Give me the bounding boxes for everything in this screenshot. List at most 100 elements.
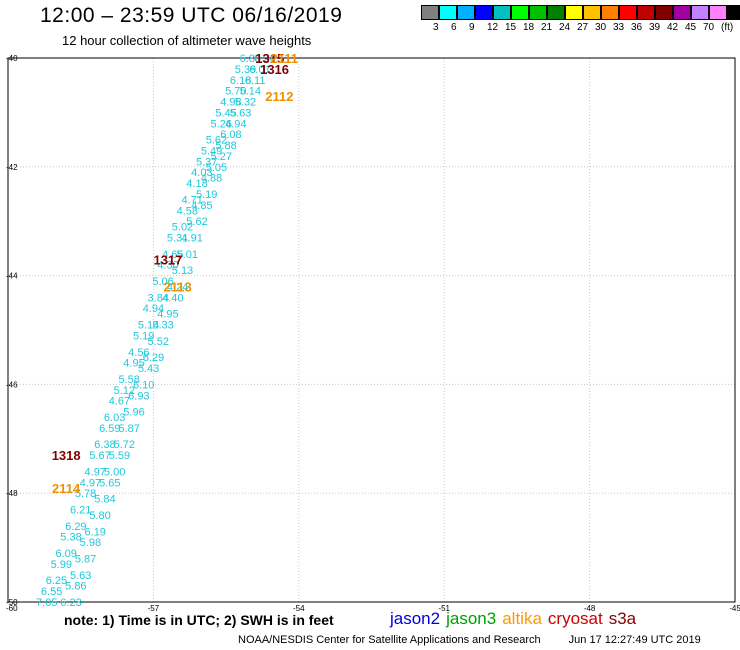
color-scale-label: 24 bbox=[559, 22, 571, 33]
swh-value: 6.09 bbox=[55, 548, 76, 560]
color-swatch bbox=[709, 5, 727, 20]
color-swatch bbox=[691, 5, 709, 20]
swh-value: 6.93 bbox=[128, 390, 149, 402]
swh-value: 5.01 bbox=[177, 249, 198, 261]
color-scale-label: 39 bbox=[649, 22, 661, 33]
color-scale-label: 6 bbox=[451, 22, 457, 33]
lat-tick-label: -48 bbox=[6, 489, 18, 498]
color-swatch bbox=[547, 5, 565, 20]
swh-value: 5.37 bbox=[196, 156, 217, 168]
swh-value: 6.38 bbox=[94, 439, 115, 451]
swh-value: 5.88 bbox=[215, 140, 236, 152]
swh-value: 5.99 bbox=[51, 559, 72, 571]
swh-value: 5.12 bbox=[114, 385, 135, 397]
swh-value: 5.19 bbox=[196, 189, 217, 201]
swh-value: 5.19 bbox=[133, 330, 154, 342]
swh-value: 6.55 bbox=[41, 586, 62, 598]
swh-value: 6.18 bbox=[230, 75, 251, 87]
swh-value: 6.29 bbox=[143, 352, 164, 364]
swh-value: 5.31 bbox=[167, 233, 188, 245]
color-swatch bbox=[673, 5, 691, 20]
swh-value: 6.08 bbox=[220, 129, 241, 141]
color-scale-label: 9 bbox=[469, 22, 475, 33]
swh-value: 5.05 bbox=[206, 162, 227, 174]
color-scale-label: 21 bbox=[541, 22, 553, 33]
lon-tick-label: -54 bbox=[293, 604, 305, 613]
color-scale-label: 15 bbox=[505, 22, 517, 33]
swh-value: 6.10 bbox=[133, 379, 154, 391]
swh-value: 5.13 bbox=[172, 265, 193, 277]
legend-jason3: jason3 bbox=[446, 609, 497, 628]
color-swatch bbox=[619, 5, 637, 20]
swh-value: 5.49 bbox=[201, 145, 222, 157]
legend-altika: altika bbox=[502, 609, 542, 628]
swh-value: 6.59 bbox=[99, 423, 120, 435]
lat-tick-label: -46 bbox=[6, 380, 18, 389]
swh-value: 6.19 bbox=[85, 526, 106, 538]
swh-value: 4.88 bbox=[201, 173, 222, 185]
swh-value: 4.94 bbox=[225, 118, 246, 130]
swh-value: 6.25 bbox=[46, 575, 67, 587]
swh-value: 4.98 bbox=[220, 97, 241, 109]
swh-value: 6.03 bbox=[104, 412, 125, 424]
swh-value: 4.65 bbox=[162, 249, 183, 261]
swh-value: 6.11 bbox=[245, 75, 266, 87]
swh-value: 4.40 bbox=[162, 292, 183, 304]
color-swatch bbox=[457, 5, 475, 20]
pass-number: 1316 bbox=[260, 62, 289, 77]
swh-value: 6.80 bbox=[240, 53, 261, 65]
swh-value: 5.43 bbox=[138, 363, 159, 375]
color-swatch bbox=[493, 5, 511, 20]
swh-value: 4.95 bbox=[157, 309, 178, 321]
color-swatch bbox=[421, 5, 439, 20]
color-scale-label: 3 bbox=[433, 22, 439, 33]
swh-track-west: 6.805.396.185.704.985.455.265.625.495.37… bbox=[36, 53, 261, 609]
lat-tick-label: -42 bbox=[6, 163, 18, 172]
swh-value: 5.45 bbox=[215, 107, 236, 119]
swh-value: 6.24 bbox=[254, 53, 275, 65]
color-scale-label: 27 bbox=[577, 22, 589, 33]
swh-value: 5.58 bbox=[118, 374, 139, 386]
color-scale-label: 70 bbox=[703, 22, 715, 33]
color-swatch bbox=[475, 5, 493, 20]
color-scale-label: 36 bbox=[631, 22, 643, 33]
pass-number: 2113 bbox=[164, 279, 192, 294]
color-scale-label: 45 bbox=[685, 22, 697, 33]
swh-value: 5.70 bbox=[225, 86, 246, 98]
legend-s3a: s3a bbox=[608, 609, 637, 628]
swh-value: 5.39 bbox=[235, 64, 256, 76]
swh-value: 5.27 bbox=[211, 151, 232, 163]
swh-value: 5.26 bbox=[211, 118, 232, 130]
swh-value: 5.80 bbox=[89, 510, 110, 522]
swh-value: 4.56 bbox=[128, 347, 149, 359]
swh-value: 4.03 bbox=[191, 167, 212, 179]
map-frame bbox=[7, 57, 736, 603]
footer-timestamp: Jun 17 12:27:49 UTC 2019 bbox=[568, 634, 701, 646]
color-swatch bbox=[439, 5, 457, 20]
lat-tick-label: -50 bbox=[6, 598, 18, 607]
color-scale-bar bbox=[421, 5, 740, 20]
swh-value: 5.72 bbox=[114, 439, 135, 451]
pass-number: 1317 bbox=[153, 252, 182, 267]
color-swatch bbox=[601, 5, 619, 20]
swh-value: 5.63 bbox=[70, 570, 91, 582]
swh-value: 5.96 bbox=[123, 407, 144, 419]
color-scale-label: 30 bbox=[595, 22, 607, 33]
swh-value: 6.01 bbox=[249, 64, 270, 76]
swh-value: 5.65 bbox=[99, 477, 120, 489]
lon-tick-label: -51 bbox=[438, 604, 450, 613]
swh-value: 5.87 bbox=[75, 553, 96, 565]
swh-value: 3.84 bbox=[148, 292, 169, 304]
color-swatch bbox=[637, 5, 655, 20]
map-border bbox=[7, 57, 736, 603]
swh-value: 6.29 bbox=[65, 521, 86, 533]
legend-jason2: jason2 bbox=[390, 609, 441, 628]
swh-value: 5.63 bbox=[230, 107, 251, 119]
lon-tick-label: -48 bbox=[584, 604, 596, 613]
swh-value: 5.14 bbox=[240, 86, 261, 98]
swh-track-east: 6.246.016.115.145.325.634.946.085.885.27… bbox=[60, 53, 275, 609]
pass-number: 1315 bbox=[255, 51, 284, 66]
lat-tick-label: -44 bbox=[6, 272, 18, 281]
swh-value: 4.95 bbox=[123, 358, 144, 370]
swh-value: 4.71 bbox=[181, 194, 202, 206]
